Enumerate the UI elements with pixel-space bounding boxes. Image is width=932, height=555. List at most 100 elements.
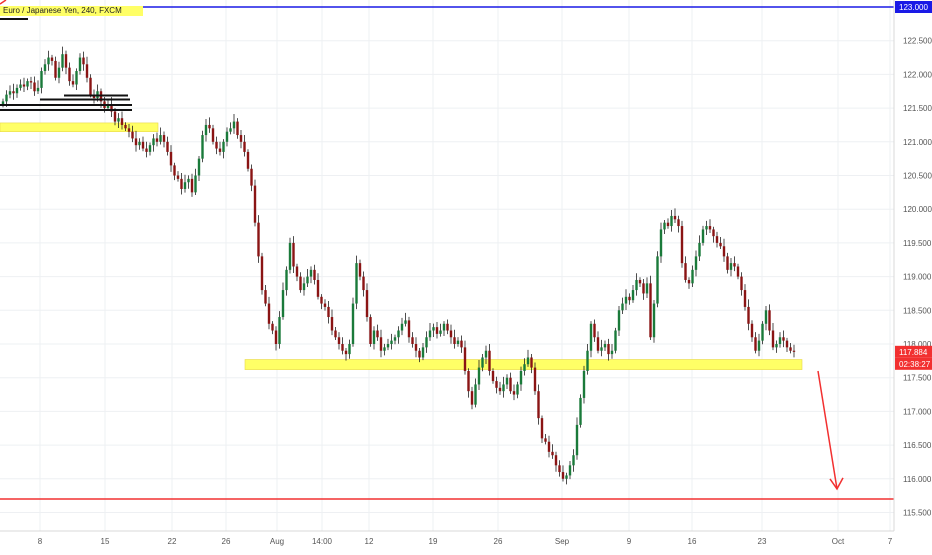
candle-body (733, 263, 736, 267)
candle-body (747, 306, 750, 324)
candle-body (656, 256, 659, 304)
candle-body (194, 175, 197, 193)
arrow-head (829, 477, 844, 491)
candle-body (159, 135, 162, 142)
candle-body (474, 384, 477, 405)
candle-body (54, 60, 57, 78)
price-tick-label: 121.000 (903, 138, 932, 147)
time-tick-label: Aug (270, 537, 284, 546)
price-tick-label: 122.000 (903, 70, 932, 79)
price-tags: 123.000 117.884 02:38:27 (895, 1, 932, 370)
candle-body (481, 357, 484, 368)
candle-body (600, 347, 603, 351)
price-tick-label: 119.000 (903, 273, 932, 282)
candle-body (390, 340, 393, 344)
candle-body (743, 290, 747, 307)
candle-body (547, 441, 551, 452)
countdown-tag: 02:38:27 (899, 360, 931, 369)
time-axis[interactable]: 8 15 22 26 Aug 14:00 12 19 26 Sep 9 16 23 Oct 7 (38, 537, 893, 546)
candle-body (449, 330, 453, 338)
candle-body (348, 344, 351, 355)
candle-body (358, 263, 362, 277)
candle-body (201, 135, 204, 159)
candle-body (425, 337, 428, 348)
candle-body (502, 384, 505, 392)
candle-body (526, 357, 530, 365)
candle-body (155, 138, 159, 142)
candle-body (645, 283, 649, 294)
candle-body (659, 229, 663, 257)
candle-body (75, 71, 78, 85)
candle-body (554, 455, 558, 466)
candle-body (365, 290, 369, 318)
candle-body (593, 323, 596, 338)
price-axis-bg (894, 0, 932, 531)
price-tick-label: 115.500 (903, 509, 932, 518)
candle-body (120, 118, 124, 125)
last-price-tag-bg (895, 345, 932, 358)
candle-body (78, 57, 82, 72)
candle-body (568, 465, 572, 476)
candle-body (152, 138, 155, 146)
candle-body (551, 451, 554, 456)
candle-body (61, 54, 64, 68)
candle-body (792, 350, 796, 352)
candle-body (50, 57, 54, 61)
candle-body (334, 330, 337, 338)
candle-body (362, 276, 365, 291)
candle-body (376, 330, 379, 338)
candle-body (516, 384, 519, 395)
candle-body (253, 185, 257, 223)
candle-body (288, 242, 292, 270)
time-tick-label: Sep (555, 537, 570, 546)
candle-body (712, 229, 715, 237)
candle-body (372, 330, 376, 344)
candle-body (649, 283, 652, 338)
candle-body (330, 317, 334, 331)
candle-body (260, 256, 264, 291)
candle-body (183, 182, 187, 189)
candle-body (698, 242, 701, 257)
candle-body (691, 269, 694, 284)
candle-body (15, 87, 19, 94)
candle-body (442, 323, 446, 331)
candle-body (421, 347, 425, 358)
candle-body (586, 350, 589, 371)
candle-body (670, 215, 673, 227)
candle-body (439, 330, 442, 334)
markup-arrow-tip (0, 0, 7, 5)
candle-body (617, 310, 621, 331)
candle-body (736, 266, 740, 277)
candle-body (628, 296, 631, 301)
candle-body (540, 418, 544, 439)
candle-body (579, 397, 582, 425)
projection-arrow (817, 370, 844, 491)
candle-body (635, 279, 638, 291)
candle-body (313, 269, 316, 280)
candle-body (166, 141, 169, 152)
candle-body (460, 340, 463, 348)
countdown-tag-bg (895, 357, 932, 370)
candle-body (82, 57, 85, 65)
candle-body (351, 303, 355, 344)
candle-body (383, 347, 386, 351)
candle-body (285, 269, 288, 291)
candle-body (141, 141, 145, 149)
candle-body (764, 310, 768, 324)
candle-body (607, 344, 610, 355)
candle-body (176, 175, 180, 179)
candle-body (512, 391, 516, 395)
candle-body (537, 391, 540, 419)
time-tick-label: 26 (222, 537, 231, 546)
price-tick-label: 117.000 (903, 407, 932, 416)
price-axis[interactable]: 123.000122.500122.000121.500121.000120.5… (903, 3, 932, 518)
price-tick-label: 120.500 (903, 172, 932, 181)
candle-body (740, 276, 743, 291)
candle-body (243, 141, 246, 152)
candle-body (190, 178, 194, 193)
candle-body (57, 67, 61, 78)
candle-body (491, 370, 495, 382)
candle-body (498, 387, 502, 392)
